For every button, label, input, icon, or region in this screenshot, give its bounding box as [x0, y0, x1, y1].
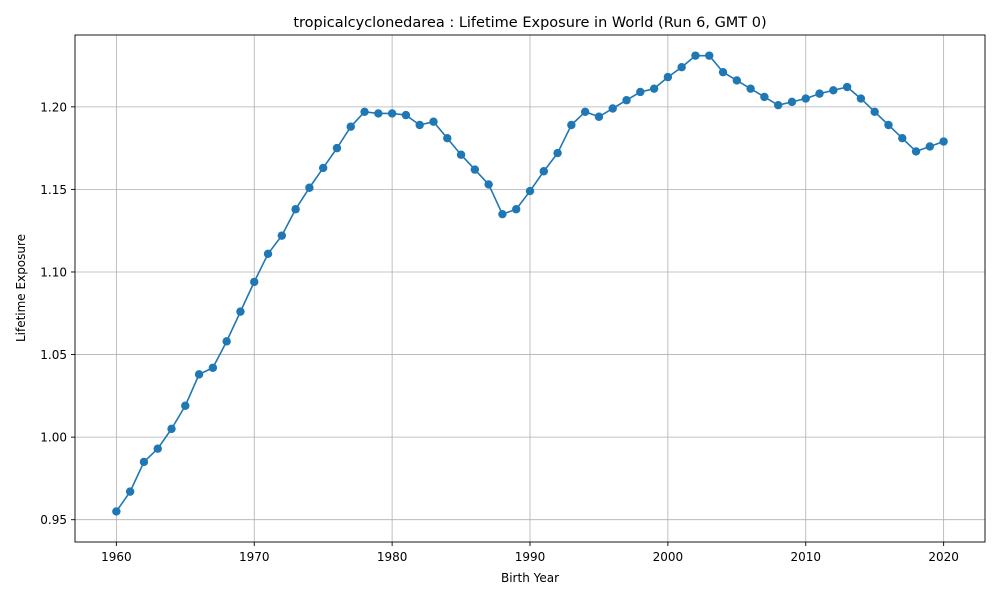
data-point — [318, 163, 328, 173]
data-point — [801, 94, 810, 103]
data-point — [512, 205, 521, 214]
data-point — [236, 307, 245, 316]
y-tick-label: 0.95 — [40, 513, 67, 527]
data-point — [856, 94, 866, 103]
data-point — [194, 370, 204, 379]
data-point — [884, 120, 893, 130]
data-point — [677, 63, 686, 72]
data-point — [829, 86, 838, 95]
data-point — [263, 249, 273, 259]
data-point — [470, 165, 480, 174]
data-point — [539, 167, 548, 176]
data-point — [663, 72, 673, 82]
y-tick-label: 1.00 — [40, 431, 67, 445]
data-point — [760, 92, 769, 102]
data-point — [456, 150, 466, 159]
y-tick-label: 1.05 — [40, 348, 67, 362]
data-point — [911, 147, 921, 156]
data-point — [718, 67, 728, 77]
data-point — [181, 401, 190, 410]
y-tick-label: 1.20 — [40, 100, 67, 114]
data-point — [594, 112, 604, 121]
data-point — [525, 186, 535, 196]
y-axis-label: Lifetime Exposure — [14, 234, 28, 342]
data-point — [815, 89, 824, 98]
data-point — [608, 104, 617, 113]
data-point — [746, 84, 755, 93]
data-point — [208, 363, 218, 372]
x-tick-label: 2020 — [928, 550, 959, 564]
data-point — [222, 337, 231, 346]
data-point — [112, 507, 121, 516]
x-tick-label: 2000 — [653, 550, 684, 564]
data-point — [567, 120, 576, 130]
data-point — [925, 142, 935, 151]
data-point — [374, 109, 383, 118]
x-tick-label: 1970 — [239, 550, 270, 564]
x-tick-label: 1980 — [377, 550, 408, 564]
data-point — [360, 107, 369, 116]
data-point — [346, 122, 355, 131]
grid — [75, 35, 985, 542]
data-point — [387, 109, 397, 118]
data-point — [332, 143, 342, 153]
data-point — [305, 183, 314, 192]
data-point — [636, 87, 645, 97]
data-point — [401, 110, 411, 120]
data-point — [622, 96, 631, 105]
data-point — [291, 205, 300, 214]
data-point — [277, 231, 287, 240]
data-point — [691, 51, 700, 60]
data-point — [773, 100, 783, 110]
data-point — [898, 134, 907, 143]
y-tick-label: 1.15 — [40, 183, 67, 197]
chart-title: tropicalcyclonedarea : Lifetime Exposure… — [293, 15, 766, 31]
data-point — [787, 97, 797, 107]
data-point — [705, 51, 714, 60]
axes: 1960 1970 1980 1990 2000 2010 2020 0.95 1.00 1.05… — [40, 34, 986, 564]
data-point — [732, 76, 742, 85]
data-point — [580, 107, 590, 116]
data-point — [842, 82, 852, 92]
data-point — [498, 209, 507, 219]
data-point — [250, 277, 259, 287]
data-point — [939, 137, 948, 146]
x-tick-label: 2010 — [790, 550, 821, 564]
data-point — [415, 120, 424, 130]
data-point — [443, 134, 452, 143]
y-tick-label: 1.10 — [40, 265, 67, 279]
x-tick-label: 1990 — [515, 550, 546, 564]
data-point — [553, 148, 562, 158]
data-point — [429, 117, 438, 126]
data-point — [484, 180, 493, 189]
series-line — [112, 51, 948, 516]
x-tick-label: 1960 — [101, 550, 132, 564]
data-point — [870, 107, 879, 116]
x-axis-label: Birth Year — [501, 571, 559, 585]
data-point — [167, 424, 176, 434]
data-point — [139, 457, 149, 467]
data-point — [649, 84, 659, 93]
data-point — [125, 487, 135, 496]
data-point — [153, 444, 162, 453]
